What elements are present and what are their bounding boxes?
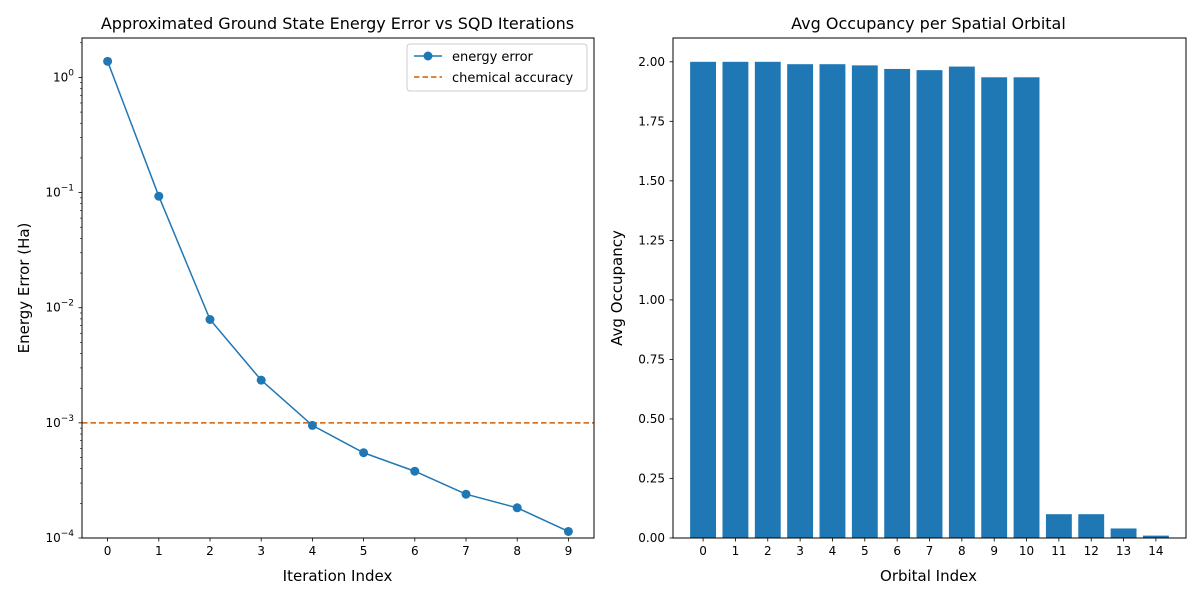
occupancy-x-tick-label: 0 — [699, 544, 707, 558]
energy-x-tick-label: 0 — [104, 544, 112, 558]
occupancy-bar — [1045, 514, 1072, 538]
occupancy-x-tick-label: 13 — [1116, 544, 1131, 558]
energy-y-tick-label: 10−4 — [45, 529, 74, 545]
energy-y-tick-label: 10−3 — [45, 414, 74, 430]
energy-x-tick-label: 1 — [155, 544, 163, 558]
occupancy-bar — [754, 61, 781, 539]
energy-axes-frame — [81, 37, 595, 539]
occupancy-bar — [722, 61, 749, 539]
occupancy-x-tick-label: 1 — [732, 544, 740, 558]
energy-x-ticks: 0 1 2 3 4 5 6 7 8 9 — [104, 538, 572, 558]
energy-x-tick-label: 6 — [411, 544, 419, 558]
occupancy-y-ticks: 0.00 0.25 0.50 0.75 1.00 1.25 1.50 1.75 2.00 — [638, 55, 673, 545]
legend-box — [406, 43, 588, 92]
energy-legend: energy error chemical accuracy — [406, 43, 588, 92]
energy-y-tick-label: 10−1 — [45, 184, 74, 200]
occupancy-y-tick-label: 1.00 — [638, 293, 665, 307]
energy-x-tick-label: 2 — [206, 544, 214, 558]
occupancy-axes-frame — [672, 37, 1187, 539]
occupancy-y-axis-label: Avg Occupancy — [608, 230, 626, 346]
occupancy-x-tick-label: 9 — [990, 544, 998, 558]
energy-plot-area — [82, 56, 594, 536]
energy-error-point — [103, 56, 113, 66]
energy-y-tick-label: 100 — [53, 68, 74, 84]
occupancy-y-tick-label: 1.50 — [638, 174, 665, 188]
occupancy-y-tick-label: 1.75 — [638, 114, 665, 128]
energy-error-point — [154, 191, 164, 201]
occupancy-bar — [1110, 528, 1137, 538]
occupancy-bar — [690, 61, 717, 539]
legend-energy-marker-swatch — [423, 51, 433, 61]
energy-error-point — [307, 420, 317, 430]
occupancy-x-tick-label: 14 — [1148, 544, 1163, 558]
occupancy-bar — [916, 70, 943, 539]
occupancy-y-tick-label: 0.75 — [638, 352, 665, 366]
energy-x-tick-label: 7 — [462, 544, 470, 558]
occupancy-x-ticks: 0 1 2 3 4 5 6 7 8 9 10 11 12 13 14 — [699, 538, 1164, 558]
occupancy-x-tick-label: 10 — [1019, 544, 1034, 558]
occupancy-y-tick-label: 2.00 — [638, 55, 665, 69]
energy-error-chart: Approximated Ground State Energy Error v… — [15, 14, 595, 585]
occupancy-x-tick-label: 3 — [796, 544, 804, 558]
energy-x-tick-label: 4 — [309, 544, 317, 558]
occupancy-x-tick-label: 2 — [764, 544, 772, 558]
occupancy-bar — [787, 64, 814, 538]
occupancy-x-tick-label: 8 — [958, 544, 966, 558]
energy-y-ticks: 10−4 10−3 10−2 10−1 100 — [45, 42, 82, 545]
occupancy-bar — [819, 64, 846, 538]
energy-error-point — [563, 526, 573, 536]
occupancy-chart: Avg Occupancy per Spatial Orbital 0.000.… — [608, 14, 1187, 585]
energy-y-axis-label: Energy Error (Ha) — [15, 223, 33, 354]
occupancy-bar — [1078, 514, 1105, 538]
occupancy-y-tick-label: 1.25 — [638, 233, 665, 247]
occupancy-plot-area — [690, 61, 1169, 539]
occupancy-bar — [851, 65, 878, 538]
occupancy-y-tick-label: 0.50 — [638, 412, 665, 426]
energy-x-tick-label: 9 — [565, 544, 573, 558]
legend-chemical-accuracy-label: chemical accuracy — [452, 71, 573, 86]
occupancy-bar — [1142, 535, 1169, 538]
legend-energy-error-label: energy error — [452, 50, 534, 65]
occupancy-x-axis-label: Orbital Index — [880, 567, 977, 585]
occupancy-y-tick-label: 0.25 — [638, 471, 665, 485]
occupancy-x-tick-label: 4 — [829, 544, 837, 558]
energy-x-tick-label: 8 — [513, 544, 521, 558]
energy-x-axis-label: Iteration Index — [283, 567, 393, 585]
occupancy-y-tick-label: 0.00 — [638, 531, 665, 545]
occupancy-x-tick-label: 11 — [1051, 544, 1066, 558]
energy-x-tick-label: 5 — [360, 544, 368, 558]
energy-chart-title: Approximated Ground State Energy Error v… — [101, 14, 574, 33]
occupancy-x-tick-label: 5 — [861, 544, 869, 558]
energy-error-point — [256, 375, 266, 385]
occupancy-x-tick-label: 12 — [1084, 544, 1099, 558]
energy-error-point — [359, 448, 369, 458]
energy-error-point — [410, 466, 420, 476]
occupancy-bar — [884, 68, 911, 538]
occupancy-chart-title: Avg Occupancy per Spatial Orbital — [791, 14, 1066, 33]
occupancy-bar — [1013, 77, 1040, 539]
energy-x-tick-label: 3 — [257, 544, 265, 558]
energy-error-point — [461, 489, 471, 499]
occupancy-x-tick-label: 7 — [926, 544, 934, 558]
occupancy-x-tick-label: 6 — [893, 544, 901, 558]
occupancy-bar — [948, 66, 975, 539]
energy-y-tick-label: 10−2 — [45, 299, 74, 315]
occupancy-bar — [981, 77, 1008, 539]
energy-error-line — [106, 61, 569, 533]
energy-error-point — [205, 315, 215, 325]
energy-error-point — [512, 503, 522, 513]
